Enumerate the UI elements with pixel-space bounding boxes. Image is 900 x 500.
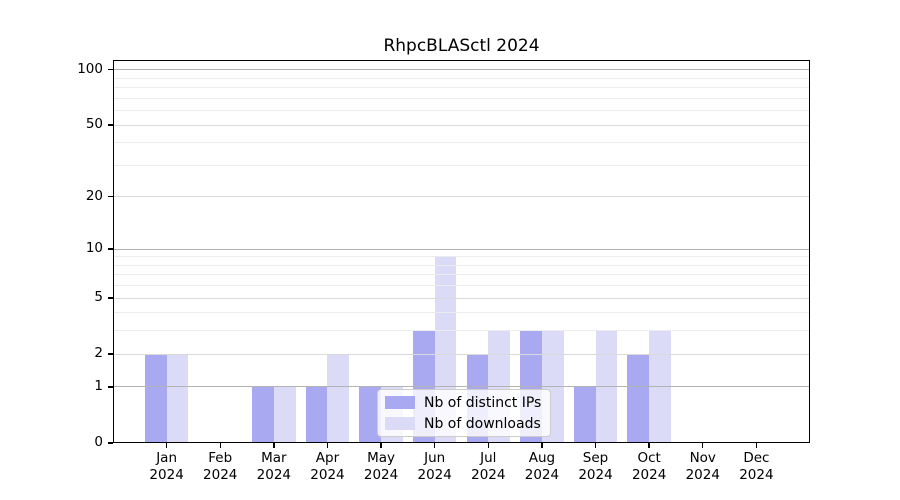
x-tick-mark (165, 443, 168, 448)
x-tick-mark (702, 443, 704, 448)
x-axis-tick-label: Oct 2024 (631, 450, 667, 483)
y-axis-tick-label: 5 (94, 289, 103, 306)
legend-label-distinct-ips: Nb of distinct IPs (424, 394, 542, 411)
y-tick-mark (108, 442, 113, 444)
legend-swatch-downloads (385, 417, 415, 430)
gridline-minor (113, 312, 810, 314)
x-tick-mark (219, 443, 221, 448)
bar-downloads-jan (166, 354, 189, 443)
x-tick-mark (380, 443, 382, 448)
x-axis-tick-label: Sep 2024 (578, 450, 613, 483)
legend: Nb of distinct IPs Nb of downloads (377, 389, 551, 437)
gridline-minor (113, 87, 810, 89)
gridline-minor (113, 77, 810, 79)
y-axis-tick-label: 1 (94, 378, 103, 395)
bar-downloads-mar (273, 386, 296, 443)
legend-label-downloads: Nb of downloads (424, 415, 541, 432)
bar-distinct-ips-jan (144, 354, 167, 443)
gridline-minor (113, 274, 810, 276)
legend-swatch-distinct-ips (385, 396, 415, 409)
x-axis-tick-label: Aug 2024 (524, 450, 560, 483)
x-tick-mark (648, 443, 650, 448)
bar-distinct-ips-may (359, 386, 382, 443)
x-axis-tick-label: Nov 2024 (685, 450, 720, 483)
bar-downloads-apr (327, 354, 350, 443)
y-tick-mark (108, 124, 113, 126)
gridline-minor (113, 142, 810, 144)
y-tick-mark (108, 69, 113, 71)
gridline-minor (113, 285, 810, 287)
gridline-labeled (113, 353, 810, 355)
y-axis-tick-label: 50 (85, 116, 103, 133)
y-axis-tick-label: 20 (85, 188, 103, 205)
y-tick-mark (108, 196, 113, 198)
x-axis-tick-label: Mar 2024 (256, 450, 292, 483)
gridline-minor (113, 330, 810, 332)
x-tick-mark (273, 443, 275, 448)
x-axis-tick-label: Jan 2024 (149, 450, 184, 483)
legend-item-downloads: Nb of downloads (385, 416, 542, 432)
gridline-minor (113, 256, 810, 258)
y-tick-mark (108, 297, 113, 299)
gridline-decade (113, 69, 810, 71)
x-tick-mark (487, 443, 489, 448)
gridline-decade (113, 248, 810, 250)
gridline-minor (113, 164, 810, 166)
x-tick-mark (755, 443, 758, 448)
x-tick-mark (541, 443, 543, 448)
x-axis-tick-label: Apr 2024 (310, 450, 345, 483)
y-tick-mark (108, 248, 113, 250)
gridline-labeled (113, 124, 810, 126)
gridline-minor (113, 110, 810, 112)
gridline-minor (113, 264, 810, 266)
bar-distinct-ips-sep (573, 386, 596, 443)
y-axis-tick-label: 0 (94, 434, 103, 451)
chart-title: RhpcBLASctl 2024 (383, 36, 540, 56)
gridline-minor (113, 97, 810, 99)
y-tick-mark (108, 353, 113, 355)
y-axis-tick-label: 10 (85, 240, 103, 257)
x-axis-tick-label: Dec 2024 (739, 450, 774, 483)
legend-item-distinct-ips: Nb of distinct IPs (385, 395, 542, 411)
x-tick-mark (594, 443, 597, 448)
x-axis-tick-label: Jul 2024 (471, 450, 506, 483)
x-tick-mark (326, 443, 329, 448)
bar-distinct-ips-apr (305, 386, 328, 443)
gridline-decade (113, 386, 810, 388)
gridline-labeled (113, 196, 810, 198)
y-tick-mark (108, 386, 113, 388)
y-axis-tick-label: 100 (77, 61, 103, 78)
x-tick-mark (433, 443, 436, 448)
y-axis-tick-label: 2 (94, 345, 103, 362)
bar-distinct-ips-oct (627, 354, 650, 443)
bar-distinct-ips-mar (252, 386, 274, 443)
x-axis-tick-label: May 2024 (363, 450, 399, 483)
x-axis-tick-label: Feb 2024 (203, 450, 238, 483)
gridline-labeled (113, 297, 810, 299)
x-axis-tick-label: Jun 2024 (417, 450, 452, 483)
